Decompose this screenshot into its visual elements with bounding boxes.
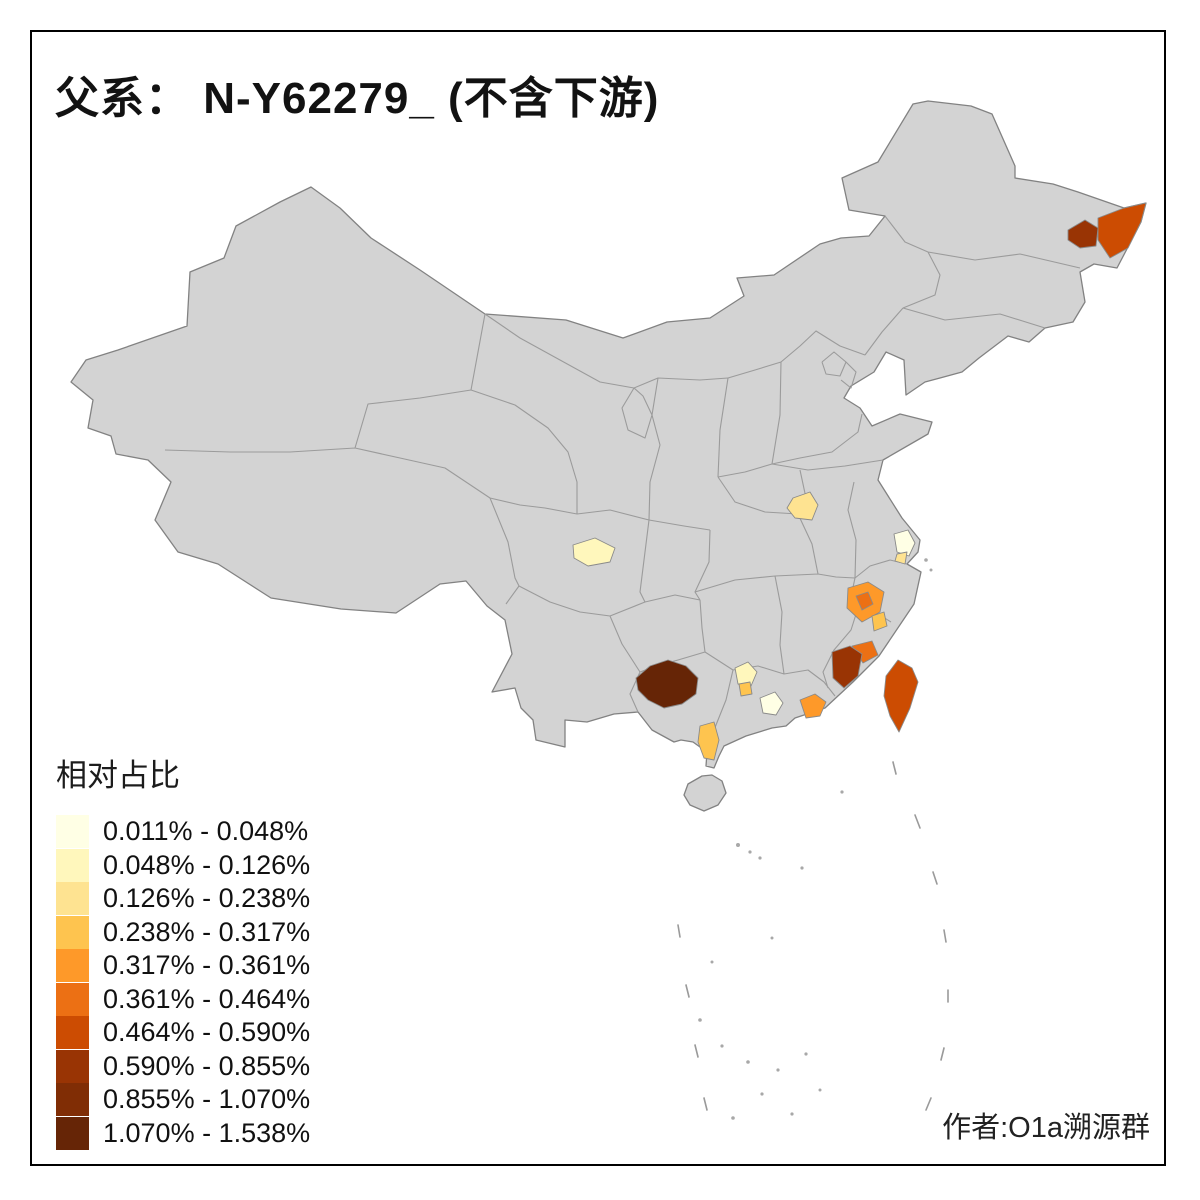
legend-title: 相对占比 — [56, 758, 180, 793]
legend-swatch — [56, 1049, 89, 1083]
legend-label: 0.048% - 0.126% — [103, 849, 311, 880]
province-borders-west — [164, 313, 734, 753]
region-minnan-coast — [831, 645, 863, 689]
legend-item: 0.048% - 0.126% — [56, 848, 311, 883]
region-jiangsu-central — [786, 491, 819, 521]
legend-swatch — [56, 1116, 89, 1150]
region-chengdu — [572, 537, 616, 567]
legend-items: 0.011% - 0.048% 0.048% - 0.126% 0.126% - 0… — [56, 815, 310, 1150]
author-credit: 作者:O1a溯源群 — [942, 1112, 1150, 1144]
legend-item: 0.238% - 0.317% — [56, 915, 311, 950]
legend-swatch — [56, 882, 89, 916]
region-leizhou-peninsula — [697, 721, 720, 761]
region-shanghai-south — [894, 551, 908, 565]
region-ne-heilongjiang-east — [1097, 202, 1147, 259]
region-fujian-ne-inner — [855, 591, 874, 611]
legend-label: 0.590% - 0.855% — [103, 1050, 311, 1081]
legend-swatch — [56, 1016, 89, 1050]
legend-label: 0.126% - 0.238% — [103, 883, 311, 914]
legend-swatch — [56, 1083, 89, 1117]
legend-label: 0.464% - 0.590% — [103, 1017, 311, 1048]
region-guizhou-southwest — [635, 659, 699, 709]
region-guangxi-west-pale — [734, 661, 758, 687]
legend-swatch — [56, 848, 89, 882]
legend-swatch — [56, 815, 89, 849]
legend: 相对占比 0.011% - 0.048% 0.048% - 0.126% 0.126… — [56, 750, 310, 1150]
region-ne-heilongjiang-west — [1067, 219, 1099, 249]
mainland-outline — [70, 100, 1147, 769]
legend-label: 0.855% - 1.070% — [103, 1084, 311, 1115]
legend-swatch — [56, 915, 89, 949]
region-guangxi-west-gold — [738, 681, 753, 697]
legend-label: 1.070% - 1.538% — [103, 1117, 311, 1148]
legend-label: 0.238% - 0.317% — [103, 916, 311, 947]
region-taiwan — [883, 659, 919, 733]
province-borders — [164, 215, 1081, 753]
legend-label: 0.011% - 0.048% — [103, 816, 309, 847]
legend-label: 0.361% - 0.464% — [103, 983, 311, 1014]
south-china-sea-dashes — [677, 761, 949, 1111]
legend-item: 0.126% - 0.238% — [56, 882, 310, 916]
legend-item: 1.070% - 1.538% — [56, 1116, 311, 1151]
mainland-group — [70, 100, 1147, 812]
hainan-island — [683, 774, 727, 812]
region-shanghai-area — [893, 529, 916, 557]
legend-item: 0.464% - 0.590% — [56, 1016, 310, 1050]
legend-item: 0.590% - 0.855% — [56, 1049, 311, 1084]
region-guangdong-west-pale — [759, 691, 784, 716]
legend-item: 0.011% - 0.048% — [56, 815, 310, 849]
highlighted-regions — [572, 202, 1147, 761]
legend-item: 0.855% - 1.070% — [56, 1083, 310, 1117]
map-title: 父系： N-Y62279_ (不含下游) — [55, 74, 660, 123]
legend-label: 0.317% - 0.361% — [103, 950, 311, 981]
province-borders-northeast — [884, 215, 1081, 329]
legend-swatch — [56, 982, 89, 1016]
region-fuzhou-coast — [871, 611, 888, 632]
region-pearl-delta — [799, 693, 827, 719]
legend-item: 0.361% - 0.464% — [56, 982, 311, 1017]
legend-swatch — [56, 949, 89, 983]
legend-item: 0.317% - 0.361% — [56, 949, 310, 983]
islets — [698, 558, 933, 1120]
